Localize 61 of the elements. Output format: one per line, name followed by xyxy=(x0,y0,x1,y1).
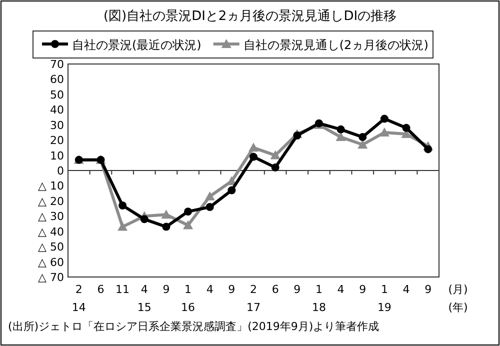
x-tick-label: 9 xyxy=(424,283,432,296)
x-tick-label: 4 xyxy=(402,283,410,296)
text: (年) xyxy=(448,301,468,314)
point xyxy=(118,201,127,210)
y-tick-label: △ 60 xyxy=(38,256,64,269)
point xyxy=(424,145,432,154)
point xyxy=(293,132,302,140)
legend-label: 自社の景況(最近の状況) xyxy=(72,38,202,52)
point xyxy=(162,222,170,231)
x-tick-label: 2 14 xyxy=(72,283,86,314)
point xyxy=(380,114,388,123)
y-tick-label: 0 xyxy=(57,164,64,178)
point xyxy=(358,133,367,142)
y-tick-label: 70 xyxy=(50,58,64,71)
y-tick-label: △ 10 xyxy=(38,180,64,193)
point xyxy=(228,186,236,194)
x-tick-label: 6 xyxy=(272,283,279,296)
point xyxy=(336,132,346,142)
legend-label: 自社の景況見通し(2ヵ月後の状況) xyxy=(243,38,428,52)
point xyxy=(161,210,172,219)
y-tick-label: △ 20 xyxy=(38,194,64,208)
point xyxy=(183,220,194,230)
text: (出所)ジェトロ「在ロシア日系企業景況感調査」(2019年9月)より筆者作成 xyxy=(8,320,380,333)
point xyxy=(140,215,148,224)
y-tick-label: △ 40 xyxy=(38,225,64,238)
y-tick-label: 40 xyxy=(50,104,64,117)
point xyxy=(250,152,258,161)
x-tick-label: 9 xyxy=(228,283,236,296)
y-tick-label: 60 xyxy=(50,73,64,86)
point xyxy=(206,203,214,212)
point xyxy=(358,140,368,149)
x-tick-label: 9 xyxy=(294,283,301,296)
point xyxy=(248,142,258,152)
point xyxy=(336,125,345,134)
y-tick-label: 50 xyxy=(50,88,64,102)
y-tick-label: 20 xyxy=(50,134,64,148)
point xyxy=(379,127,390,136)
x-tick-label: 4 xyxy=(206,283,214,296)
chart-title: (図)自社の景況DIと2ヵ月後の景況見通しDIの推移 xyxy=(103,9,397,24)
point xyxy=(184,208,192,216)
x-tick-label: 4 xyxy=(337,283,344,296)
x-tick-label: 4 15 xyxy=(137,283,152,314)
x-tick-label: 9 xyxy=(162,283,170,296)
point xyxy=(271,163,280,172)
y-tick-label: 30 xyxy=(50,118,64,132)
point xyxy=(270,150,280,160)
x-tick-label: 11 xyxy=(116,283,130,296)
x-tick-label: 1 18 xyxy=(312,283,326,314)
x-tick-label: 9 xyxy=(359,283,366,296)
point xyxy=(118,222,128,231)
point xyxy=(402,124,410,132)
x-tick-label: 1 19 xyxy=(377,283,392,314)
y-tick-label: △ 30 xyxy=(38,210,64,224)
x-tick-label: 2 17 xyxy=(246,283,260,314)
x-tick-label: 1 16 xyxy=(181,283,196,314)
x-axis-title: (月) xyxy=(448,283,468,296)
y-tick-label: 10 xyxy=(50,149,64,162)
x-tick-label: 6 xyxy=(97,283,104,296)
point xyxy=(204,191,215,200)
y-tick-label: △ 50 xyxy=(38,240,64,254)
y-tick-label: △ 70 xyxy=(38,271,64,284)
